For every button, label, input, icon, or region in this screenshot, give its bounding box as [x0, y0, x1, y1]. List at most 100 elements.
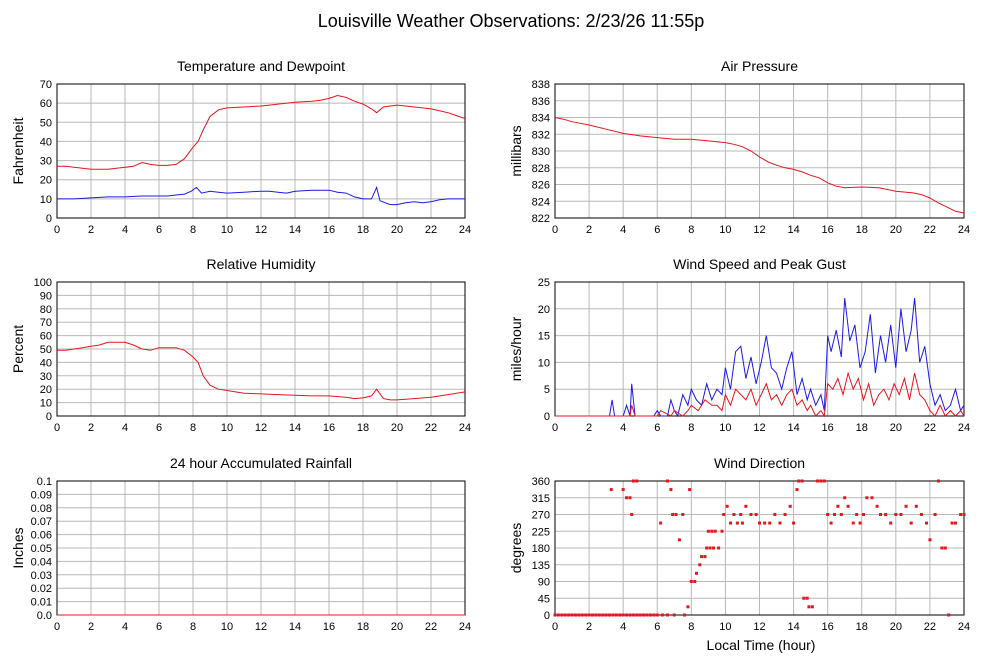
- wind-speed-xtick-label: 24: [958, 422, 970, 434]
- humidity-plot-frame: [56, 281, 466, 417]
- rainfall-ytick-label: 0.06: [31, 530, 52, 542]
- wind-direction-point: [754, 513, 758, 516]
- wind-direction-point: [740, 521, 744, 525]
- wind-speed-xtick-label: 22: [924, 422, 936, 434]
- wind-direction-ytick-label: 90: [538, 577, 550, 589]
- wind-direction-ytick-label: 135: [532, 560, 550, 572]
- pressure-ytick-label: 826: [532, 180, 550, 192]
- wind-direction-point: [928, 538, 932, 542]
- wind-direction-point: [706, 529, 710, 533]
- pressure-ytick-label: 824: [532, 196, 550, 208]
- wind-direction-point: [878, 513, 882, 516]
- wind-direction-point: [858, 521, 862, 525]
- humidity-ytick-label: 60: [40, 331, 52, 343]
- pressure-ytick-label: 832: [532, 129, 550, 141]
- humidity-ytick-label: 90: [40, 290, 52, 302]
- temperature-ytick-label: 70: [40, 79, 52, 91]
- temperature-ytick-label: 40: [40, 136, 52, 148]
- wind-direction-point: [855, 513, 859, 516]
- wind-direction-point: [861, 513, 865, 516]
- wind-speed-series-0-line: [555, 298, 965, 418]
- wind-speed-ytick-label: 5: [544, 384, 550, 396]
- wind-direction-point: [807, 605, 811, 609]
- wind-speed-xtick-label: 10: [719, 422, 731, 434]
- temperature-xtick-label: 18: [357, 224, 369, 236]
- wind-direction-point: [943, 546, 947, 550]
- wind-direction-point: [590, 613, 594, 617]
- wind-direction-point: [768, 521, 772, 525]
- wind-direction-point: [628, 613, 632, 617]
- temperature-series-0-line: [57, 94, 466, 170]
- pressure-xtick-label: 16: [822, 224, 834, 236]
- wind-direction-ytick-label: 0: [544, 610, 550, 622]
- pressure-xtick-label: 10: [719, 224, 731, 236]
- wind-direction-point: [947, 613, 951, 617]
- wind-direction-point: [810, 605, 814, 609]
- temperature-xtick-label: 14: [289, 224, 301, 236]
- wind-direction-point: [846, 504, 850, 508]
- wind-direction-point: [735, 521, 739, 525]
- wind-direction-point: [914, 504, 918, 508]
- humidity-ytick-label: 80: [40, 304, 52, 316]
- wind-direction-point: [729, 521, 733, 525]
- humidity-xtick-label: 0: [54, 422, 60, 434]
- wind-direction-point: [700, 555, 704, 559]
- temperature-series-1-line: [57, 185, 465, 206]
- wind-direction-point: [950, 521, 954, 525]
- wind-direction-point: [783, 513, 787, 516]
- pressure-ytick-label: 822: [532, 213, 550, 225]
- rainfall-ytick-label: 0.0: [37, 610, 52, 622]
- wind-direction-ytick-label: 225: [532, 526, 550, 538]
- wind-direction-point: [655, 613, 659, 617]
- humidity-ylabel: Percent: [10, 325, 26, 373]
- humidity-ytick-label: 40: [40, 357, 52, 369]
- wind-direction-point: [597, 613, 601, 617]
- wind-direction-point: [959, 513, 963, 516]
- pressure-xtick-label: 6: [654, 224, 660, 236]
- temperature-xtick-label: 0: [54, 224, 60, 236]
- humidity-ytick-label: 70: [40, 317, 52, 329]
- wind-direction-point: [625, 613, 629, 617]
- wind-speed-plot-frame: [554, 281, 965, 417]
- wind-direction-point: [851, 521, 855, 525]
- pressure-ytick-label: 838: [532, 79, 550, 91]
- wind-direction-point: [621, 613, 625, 617]
- wind-speed-ytick-label: 25: [538, 277, 550, 289]
- wind-direction-point: [725, 504, 729, 508]
- wind-direction-xtick-label: 24: [958, 621, 970, 633]
- wind-speed-xtick-label: 0: [552, 422, 558, 434]
- wind-direction-point: [795, 488, 799, 492]
- rainfall-xtick-label: 14: [289, 621, 301, 633]
- wind-direction-point: [556, 613, 560, 617]
- wind-direction-point: [672, 613, 676, 617]
- wind-direction-point: [732, 513, 736, 516]
- wind-direction-point: [778, 521, 782, 525]
- wind-direction-point: [722, 513, 726, 516]
- wind-direction-point: [688, 488, 692, 492]
- wind-direction-point: [652, 613, 656, 617]
- pressure-ylabel: millibars: [508, 125, 524, 176]
- wind-direction-point: [683, 613, 687, 617]
- rainfall-xtick-label: 12: [255, 621, 267, 633]
- wind-direction-point: [749, 513, 753, 516]
- wind-direction-point: [611, 613, 615, 617]
- wind-direction-xtick-label: 20: [890, 621, 902, 633]
- wind-direction-point: [792, 521, 796, 525]
- wind-direction-point: [630, 513, 634, 516]
- wind-direction-point: [962, 513, 966, 516]
- wind-direction-point: [894, 513, 898, 516]
- wind-direction-point: [884, 513, 888, 516]
- wind-speed-title: Wind Speed and Peak Gust: [673, 256, 846, 272]
- rainfall-ytick-label: 0.05: [31, 543, 52, 555]
- wind-direction-point: [669, 488, 673, 492]
- wind-direction-point: [645, 613, 649, 617]
- rainfall-xtick-label: 4: [122, 621, 128, 633]
- rainfall-xtick-label: 2: [88, 621, 94, 633]
- wind-direction-point: [665, 613, 669, 617]
- x-axis-label: Local Time (hour): [707, 637, 816, 653]
- temperature-ytick-label: 0: [46, 213, 52, 225]
- rainfall-xtick-label: 0: [54, 621, 60, 633]
- humidity-xtick-label: 8: [190, 422, 196, 434]
- wind-direction-ylabel: degrees: [508, 523, 524, 574]
